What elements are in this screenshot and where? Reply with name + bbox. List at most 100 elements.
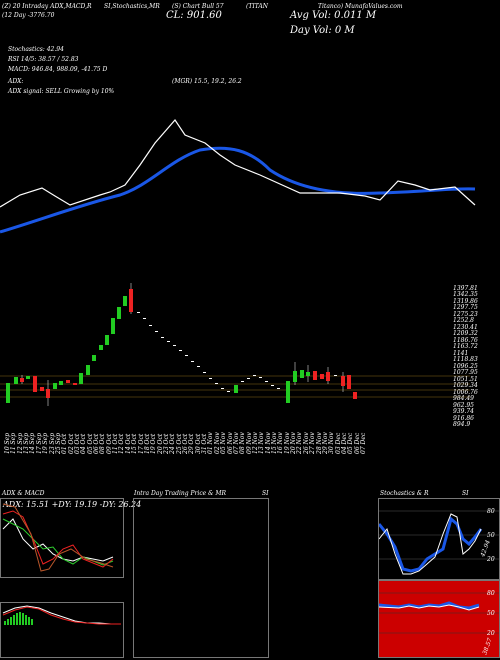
price-axis-label: 894.9 xyxy=(453,421,471,428)
price-axis-label: 1096.25 xyxy=(453,362,478,370)
candle xyxy=(353,392,357,399)
macd-histogram xyxy=(4,612,33,625)
adx-values: ADX: 15.51 +DY: 19.19 -DY: 26.24 xyxy=(3,500,142,509)
macd-line xyxy=(2,605,121,625)
avg-volume: Avg Vol: 0.011 M xyxy=(290,10,377,21)
price-axis-label: 1141 xyxy=(453,349,469,357)
candle xyxy=(20,378,24,382)
stochastics-panel: 80 50 20 42.94 xyxy=(378,498,500,580)
candle xyxy=(293,371,297,382)
candle xyxy=(40,387,44,391)
candle xyxy=(320,374,324,379)
plus-dy-line xyxy=(2,518,114,566)
candle xyxy=(326,372,330,381)
candle xyxy=(86,365,90,375)
macd-readout: MACD: 946.84, 988.09, -41.75 D xyxy=(8,66,108,73)
candle xyxy=(241,381,244,382)
price-axis-label: 962.95 xyxy=(453,401,474,409)
macd-signal-line xyxy=(2,606,121,625)
price-axis-label: 984.49 xyxy=(453,395,474,403)
stoch-k-line xyxy=(379,516,483,573)
candle xyxy=(92,355,96,361)
candle xyxy=(203,372,206,373)
rsi-scale-80: 80 xyxy=(487,590,495,597)
header-title-left: (Z) 20 Intraday ADX,MACD,R xyxy=(2,3,92,10)
price-axis-label: 1006.76 xyxy=(453,388,478,396)
candle xyxy=(117,307,121,319)
candle xyxy=(6,383,10,403)
adx-panel-title: ADX & MACD xyxy=(2,490,45,497)
candle xyxy=(26,376,30,379)
adx-lines xyxy=(2,503,114,572)
intraday-panel xyxy=(133,498,269,658)
candle xyxy=(99,345,103,350)
candle xyxy=(129,289,133,312)
price-axis-label: 1342.35 xyxy=(453,291,478,299)
candle xyxy=(59,381,63,385)
candle xyxy=(173,345,176,346)
candle xyxy=(271,385,274,386)
candle xyxy=(66,380,70,383)
price-axis-label: 1252.8 xyxy=(453,317,474,325)
stoch-scale-20: 20 xyxy=(487,556,495,563)
rsi-line xyxy=(379,601,480,610)
candle xyxy=(277,388,280,389)
header-title-mid: SI,Stochastics,MR xyxy=(104,3,160,10)
candle xyxy=(265,381,268,382)
adx-panel: ADX: 15.51 +DY: 19.19 -DY: 26.24 xyxy=(0,498,141,578)
header-day-change: (12 Day -3776.70 xyxy=(2,12,55,19)
price-axis-label: 1297.75 xyxy=(453,304,478,312)
candle xyxy=(306,372,310,376)
price-axis-label: 1275.23 xyxy=(453,310,478,318)
candle xyxy=(286,381,290,403)
price-axis-label: 916.86 xyxy=(453,414,474,422)
adx-signal: ADX signal: SELL Growing by 10% xyxy=(8,88,115,95)
candle xyxy=(215,383,218,384)
intraday-panel-title: Intra Day Trading Price & MR xyxy=(134,490,227,497)
candles xyxy=(6,283,357,406)
candle xyxy=(105,335,109,345)
candle xyxy=(334,375,337,376)
price-axis-label: 1397.81 xyxy=(453,285,478,292)
intraday-si-label: SI xyxy=(262,490,269,497)
price-line xyxy=(0,119,476,208)
candle xyxy=(221,388,224,389)
candle xyxy=(46,389,50,398)
candle xyxy=(253,375,256,376)
candle xyxy=(197,366,200,367)
candle xyxy=(143,318,146,319)
candle xyxy=(209,378,212,379)
price-axis-label: 1077.95 xyxy=(453,369,478,377)
rsi-scale-20: 20 xyxy=(487,630,495,637)
candle xyxy=(14,377,18,384)
candle xyxy=(227,391,230,392)
price-axis-label: 1029.34 xyxy=(453,382,478,390)
price-axis-label: 1230.41 xyxy=(453,323,478,331)
stoch-scale-80: 80 xyxy=(487,508,495,515)
header-symbol: (TITAN xyxy=(246,3,268,10)
candle xyxy=(185,355,188,356)
price-axis-label: 1209.32 xyxy=(453,330,478,338)
candle xyxy=(247,378,250,379)
price-axis-label: 1319.86 xyxy=(453,297,478,305)
candle xyxy=(313,371,317,380)
macd-lines xyxy=(2,605,121,625)
rsi-panel: 80 50 20 38.57 xyxy=(378,580,500,658)
ema-line xyxy=(0,146,476,234)
candle xyxy=(300,370,304,378)
price-axis-label: 1051.51 xyxy=(453,375,478,383)
stochastics-readout: Stochastics: 42.94 xyxy=(8,46,64,53)
stoch-scale-50: 50 xyxy=(487,532,495,539)
candle xyxy=(33,376,37,392)
candle xyxy=(347,375,351,389)
price-axis: 1397.81 1342.35 1319.86 1297.75 1275.23 1252.… xyxy=(453,285,499,428)
mgr-readout: (MGR) 15.5, 19.2, 26.2 xyxy=(172,78,242,85)
stochastics-lines xyxy=(379,510,499,575)
date-axis-label: 07 Dec xyxy=(360,432,367,454)
candle xyxy=(167,341,170,342)
candle xyxy=(259,377,262,378)
price-axis-label: 1186.76 xyxy=(453,336,478,344)
price-axis-label: 1118.83 xyxy=(453,356,478,364)
day-volume: Day Vol: 0 M xyxy=(290,25,355,36)
